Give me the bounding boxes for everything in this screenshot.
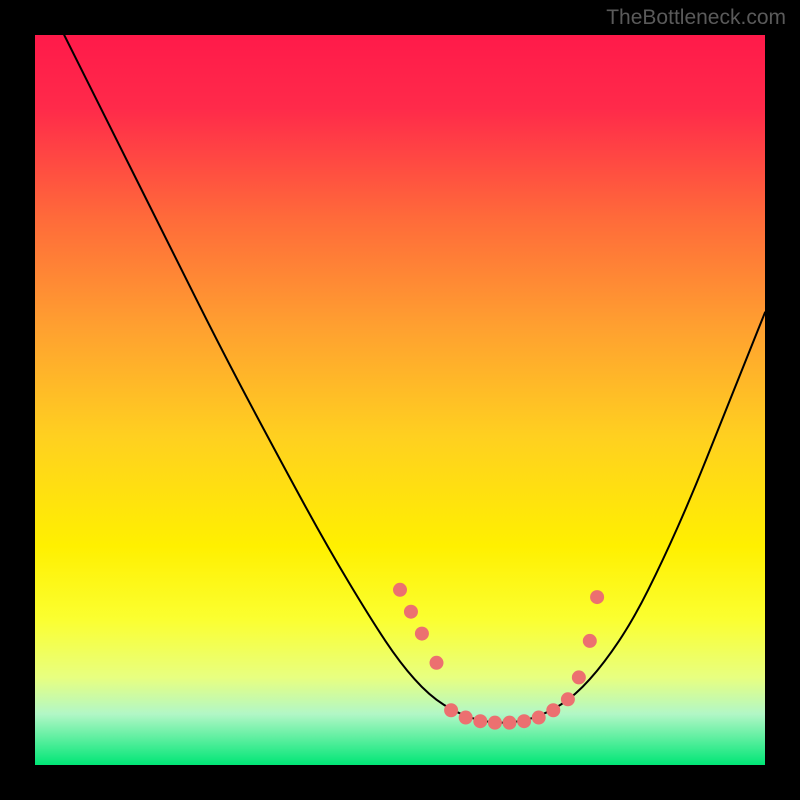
curve-marker bbox=[517, 714, 531, 728]
curve-marker bbox=[590, 590, 604, 604]
curve-marker bbox=[488, 716, 502, 730]
curve-marker bbox=[415, 627, 429, 641]
curve-marker bbox=[572, 670, 586, 684]
curve-marker bbox=[546, 703, 560, 717]
curve-marker bbox=[583, 634, 597, 648]
curve-marker bbox=[459, 711, 473, 725]
watermark-text: TheBottleneck.com bbox=[606, 6, 786, 30]
chart-background bbox=[35, 35, 765, 765]
curve-marker bbox=[444, 703, 458, 717]
curve-marker bbox=[473, 714, 487, 728]
curve-marker bbox=[503, 716, 517, 730]
curve-marker bbox=[430, 656, 444, 670]
bottleneck-curve-chart bbox=[35, 35, 765, 765]
curve-marker bbox=[561, 692, 575, 706]
chart-svg bbox=[35, 35, 765, 765]
curve-marker bbox=[404, 605, 418, 619]
curve-marker bbox=[532, 711, 546, 725]
curve-marker bbox=[393, 583, 407, 597]
